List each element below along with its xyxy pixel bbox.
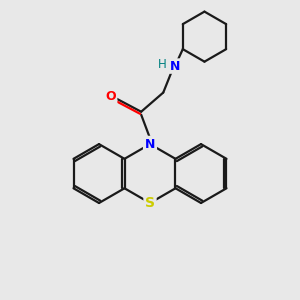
Text: S: S (145, 196, 155, 210)
Text: O: O (106, 91, 116, 103)
Text: H: H (158, 58, 166, 71)
Text: N: N (170, 60, 180, 73)
Text: N: N (145, 138, 155, 151)
